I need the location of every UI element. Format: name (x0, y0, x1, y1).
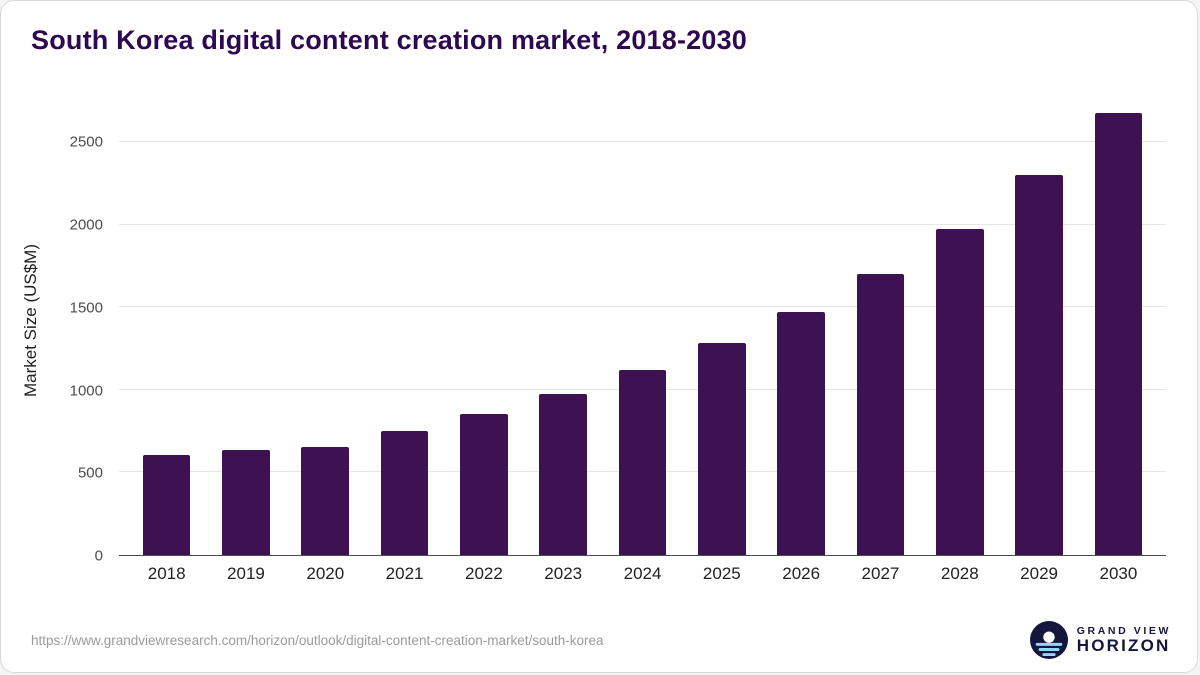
bar-slot-2023 (524, 106, 603, 555)
bar-2025 (698, 342, 746, 555)
horizon-sun-icon (1029, 621, 1068, 659)
x-axis-label-2018: 2018 (147, 564, 186, 583)
bar-slot-2025 (682, 106, 761, 555)
bar-chart: Market Size (US$M) 0 500 1000 1500 2000 2500 … (1, 96, 1197, 583)
x-axis-label-2019: 2019 (227, 564, 265, 583)
bar-slot-2018 (127, 106, 206, 555)
y-tick-label-1000: 1000 (69, 382, 103, 400)
bar-slot-2026 (762, 106, 841, 555)
x-axis-label-2024: 2024 (623, 564, 662, 583)
plot-area (119, 106, 1166, 556)
grand-view-horizon-logo: GRAND VIEW HORIZON (1029, 621, 1171, 659)
x-axis-label-2021: 2021 (385, 564, 424, 583)
bars-group (119, 106, 1166, 555)
bar-2019 (222, 450, 270, 555)
bar-2023 (539, 394, 587, 555)
bar-slot-2029 (999, 106, 1078, 555)
gridline-2000 (119, 223, 1166, 225)
source-url: https://www.grandviewresearch.com/horizo… (31, 632, 604, 648)
y-tick-label-2500: 2500 (69, 133, 103, 151)
y-axis-title-text: Market Size (US$M) (21, 244, 40, 398)
x-axis-label-2028: 2028 (940, 564, 979, 583)
bar-slot-2020 (286, 106, 365, 555)
chart-title: South Korea digital content creation mar… (31, 25, 748, 55)
bar-2020 (301, 446, 350, 555)
bar-2026 (777, 311, 825, 555)
x-axis-label-2029: 2029 (1020, 564, 1058, 583)
x-axis-label-2026: 2026 (782, 564, 821, 583)
bar-slot-2030 (1079, 106, 1158, 555)
bar-2030 (1094, 112, 1143, 555)
x-axis-label-2027: 2027 (861, 564, 900, 583)
y-axis-ticks: 0 500 1000 1500 2000 2500 (53, 106, 111, 565)
gridline-2500 (119, 141, 1166, 143)
x-axis-label-2023: 2023 (544, 564, 583, 583)
bar-2018 (142, 455, 191, 555)
bar-slot-2024 (603, 106, 682, 555)
bar-slot-2021 (365, 106, 444, 555)
y-tick-label-500: 500 (77, 464, 103, 482)
y-axis-title: Market Size (US$M) (13, 96, 49, 546)
logo-line2: HORIZON (1076, 635, 1171, 655)
footer: https://www.grandviewresearch.com/horizo… (1, 608, 1197, 672)
x-axis-label-2020: 2020 (306, 564, 345, 583)
y-tick-label-2000: 2000 (69, 216, 103, 234)
bar-2028 (935, 228, 984, 555)
x-axis-labels: 2018 2019 2020 2021 2022 2023 2024 2025 2026 2027… (119, 564, 1166, 584)
logo-text: GRAND VIEW HORIZON (1076, 624, 1171, 655)
bar-2021 (380, 431, 429, 555)
bar-2029 (1015, 175, 1063, 555)
bar-slot-2019 (206, 106, 285, 555)
x-axis-label-2022: 2022 (464, 564, 503, 583)
gridline-1500 (119, 306, 1166, 308)
x-axis-label-2025: 2025 (702, 564, 741, 583)
bar-2024 (618, 370, 667, 555)
y-tick-label-0: 0 (94, 547, 103, 565)
y-tick-label-1500: 1500 (69, 299, 103, 317)
x-axis-label-2030: 2030 (1099, 564, 1138, 583)
bar-2027 (856, 273, 905, 555)
bar-slot-2027 (841, 106, 920, 555)
logo-line1: GRAND VIEW (1076, 624, 1171, 637)
bar-2022 (460, 413, 508, 555)
bar-slot-2028 (920, 106, 999, 555)
bar-slot-2022 (444, 106, 523, 555)
